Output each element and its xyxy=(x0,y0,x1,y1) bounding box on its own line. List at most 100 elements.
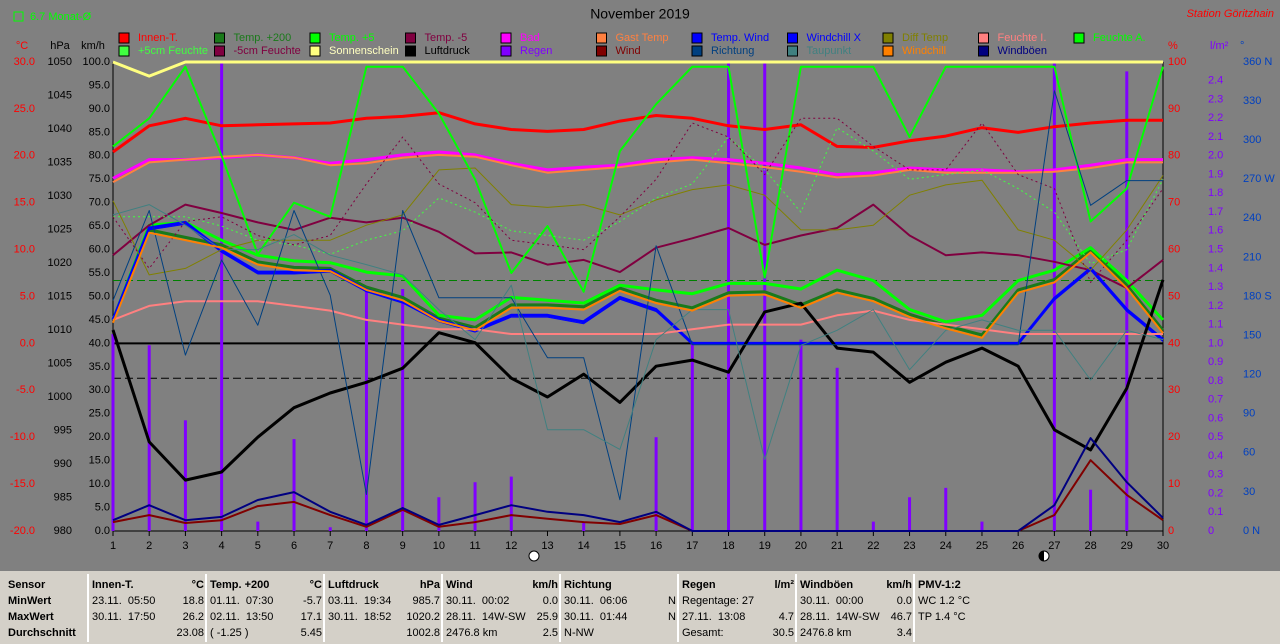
y-tick-label: -5.0 xyxy=(16,384,35,396)
legend-label: Temp. +5 xyxy=(329,32,375,44)
y-tick-label: 1.0 xyxy=(1208,337,1223,349)
y-tick-label: 2.2 xyxy=(1208,112,1223,124)
y-tick-label: 1050 xyxy=(48,56,72,68)
x-tick-label: 2 xyxy=(146,540,152,552)
y-tick-label: 15.0 xyxy=(14,197,35,209)
stat-unit: l/m² xyxy=(774,579,794,591)
stat-cell: 27.11. 13:08 xyxy=(682,611,745,623)
x-tick-label: 4 xyxy=(219,540,225,552)
y-tick-label: 0.1 xyxy=(1208,506,1223,518)
series-line xyxy=(111,220,1165,324)
stat-cell: N-NW xyxy=(564,627,595,639)
axis-unit: °C xyxy=(16,40,28,52)
stats-panel xyxy=(0,571,1280,644)
y-tick-label: 980 xyxy=(54,525,72,537)
y-tick-label: 0 xyxy=(1168,525,1174,537)
y-tick-label: 90 xyxy=(1168,103,1180,115)
stat-cell: N xyxy=(668,595,676,607)
y-tick-label: 0.0 xyxy=(95,525,110,537)
legend-swatch xyxy=(596,45,607,57)
legend-swatch xyxy=(214,32,225,44)
stat-header: Innen-T. xyxy=(92,579,134,591)
x-tick-label: 5 xyxy=(255,540,261,552)
y-tick-label: 2.4 xyxy=(1208,75,1223,87)
stat-cell: 30.11. 01:44 xyxy=(564,611,627,623)
stat-cell: 18.8 xyxy=(183,595,204,607)
y-tick-label: 70.0 xyxy=(89,197,110,209)
y-tick-label: 100.0 xyxy=(82,56,110,68)
series-line xyxy=(111,220,1164,345)
rain-bar xyxy=(473,482,477,531)
stat-cell: WC 1.2 °C xyxy=(918,595,970,607)
legend-swatch xyxy=(500,32,512,44)
y-tick-label: 40.0 xyxy=(89,337,110,349)
legend-label: Wind xyxy=(616,45,641,57)
y-tick-label: 985 xyxy=(54,491,72,503)
chart-title: November 2019 xyxy=(590,6,690,22)
x-tick-label: 20 xyxy=(795,540,807,552)
legend-swatch xyxy=(405,32,416,44)
legend-swatch xyxy=(309,32,321,44)
x-tick-label: 8 xyxy=(363,540,369,552)
rain-bar xyxy=(437,497,441,531)
axis-unit: km/h xyxy=(81,40,105,52)
legend-swatch xyxy=(978,32,989,44)
legend-swatch xyxy=(596,32,607,44)
stat-cell: 3.4 xyxy=(897,627,912,639)
y-tick-label: 0.5 xyxy=(1208,431,1223,443)
y-tick-label: 60.0 xyxy=(89,244,110,256)
rain-bar xyxy=(690,343,694,531)
y-tick-label: 1000 xyxy=(48,391,72,403)
series-line xyxy=(112,167,1164,276)
y-tick-label: 0.2 xyxy=(1208,487,1223,499)
stat-cell: 28.11. 14W-SW xyxy=(800,611,880,623)
y-tick-label: 995 xyxy=(54,424,72,436)
series-line xyxy=(112,231,1164,339)
y-tick-label: 50.0 xyxy=(89,290,110,302)
y-tick-label: 0.0 xyxy=(20,337,35,349)
stat-header: Regen xyxy=(682,579,716,591)
legend-label: Windchill X xyxy=(807,32,862,44)
y-tick-label: -15.0 xyxy=(10,478,35,490)
moon-new-shade xyxy=(1039,551,1044,561)
y-tick-label: 80.0 xyxy=(89,150,110,162)
y-tick-label: 0 xyxy=(1208,525,1214,537)
series-line xyxy=(112,204,1164,461)
y-tick-label: 150 xyxy=(1243,329,1261,341)
x-tick-label: 24 xyxy=(940,540,952,552)
stat-cell: 30.11. 00:00 xyxy=(800,595,863,607)
series-line xyxy=(112,437,1164,532)
avg-icon xyxy=(13,11,24,22)
x-tick-label: 17 xyxy=(686,540,698,552)
y-tick-label: 1.1 xyxy=(1208,319,1223,331)
legend-label: Diff Temp xyxy=(902,32,948,44)
x-tick-label: 19 xyxy=(759,540,771,552)
stat-cell: Regentage: 27 xyxy=(682,595,754,607)
stat-cell: 02.11. 13:50 xyxy=(210,611,273,623)
y-tick-label: 70 xyxy=(1168,197,1180,209)
y-tick-label: 240 xyxy=(1243,212,1261,224)
y-tick-label: 300 xyxy=(1243,134,1261,146)
rain-bar xyxy=(980,521,984,531)
y-tick-label: 25.0 xyxy=(89,408,110,420)
x-tick-label: 3 xyxy=(182,540,188,552)
stat-cell: 28.11. 14W-SW xyxy=(446,611,526,623)
stat-cell: 5.45 xyxy=(301,627,322,639)
y-tick-label: 5.0 xyxy=(20,290,35,302)
rain-bar xyxy=(1125,71,1129,531)
stat-row-label: Durchschnitt xyxy=(8,627,76,639)
y-tick-label: 25.0 xyxy=(14,103,35,115)
rain-bar xyxy=(220,62,224,531)
stat-cell: 4.7 xyxy=(779,611,794,623)
y-tick-label: 1.8 xyxy=(1208,187,1223,199)
y-tick-label: 1.4 xyxy=(1208,262,1223,274)
y-tick-label: 20.0 xyxy=(14,150,35,162)
legend-swatch xyxy=(309,45,321,57)
y-tick-label: 0.3 xyxy=(1208,469,1223,481)
legend-swatch xyxy=(118,45,130,57)
x-tick-label: 22 xyxy=(867,540,879,552)
y-tick-label: 0.7 xyxy=(1208,394,1223,406)
x-tick-label: 26 xyxy=(1012,540,1024,552)
legend-swatch xyxy=(978,45,989,57)
stat-header: Windböen xyxy=(800,579,853,591)
